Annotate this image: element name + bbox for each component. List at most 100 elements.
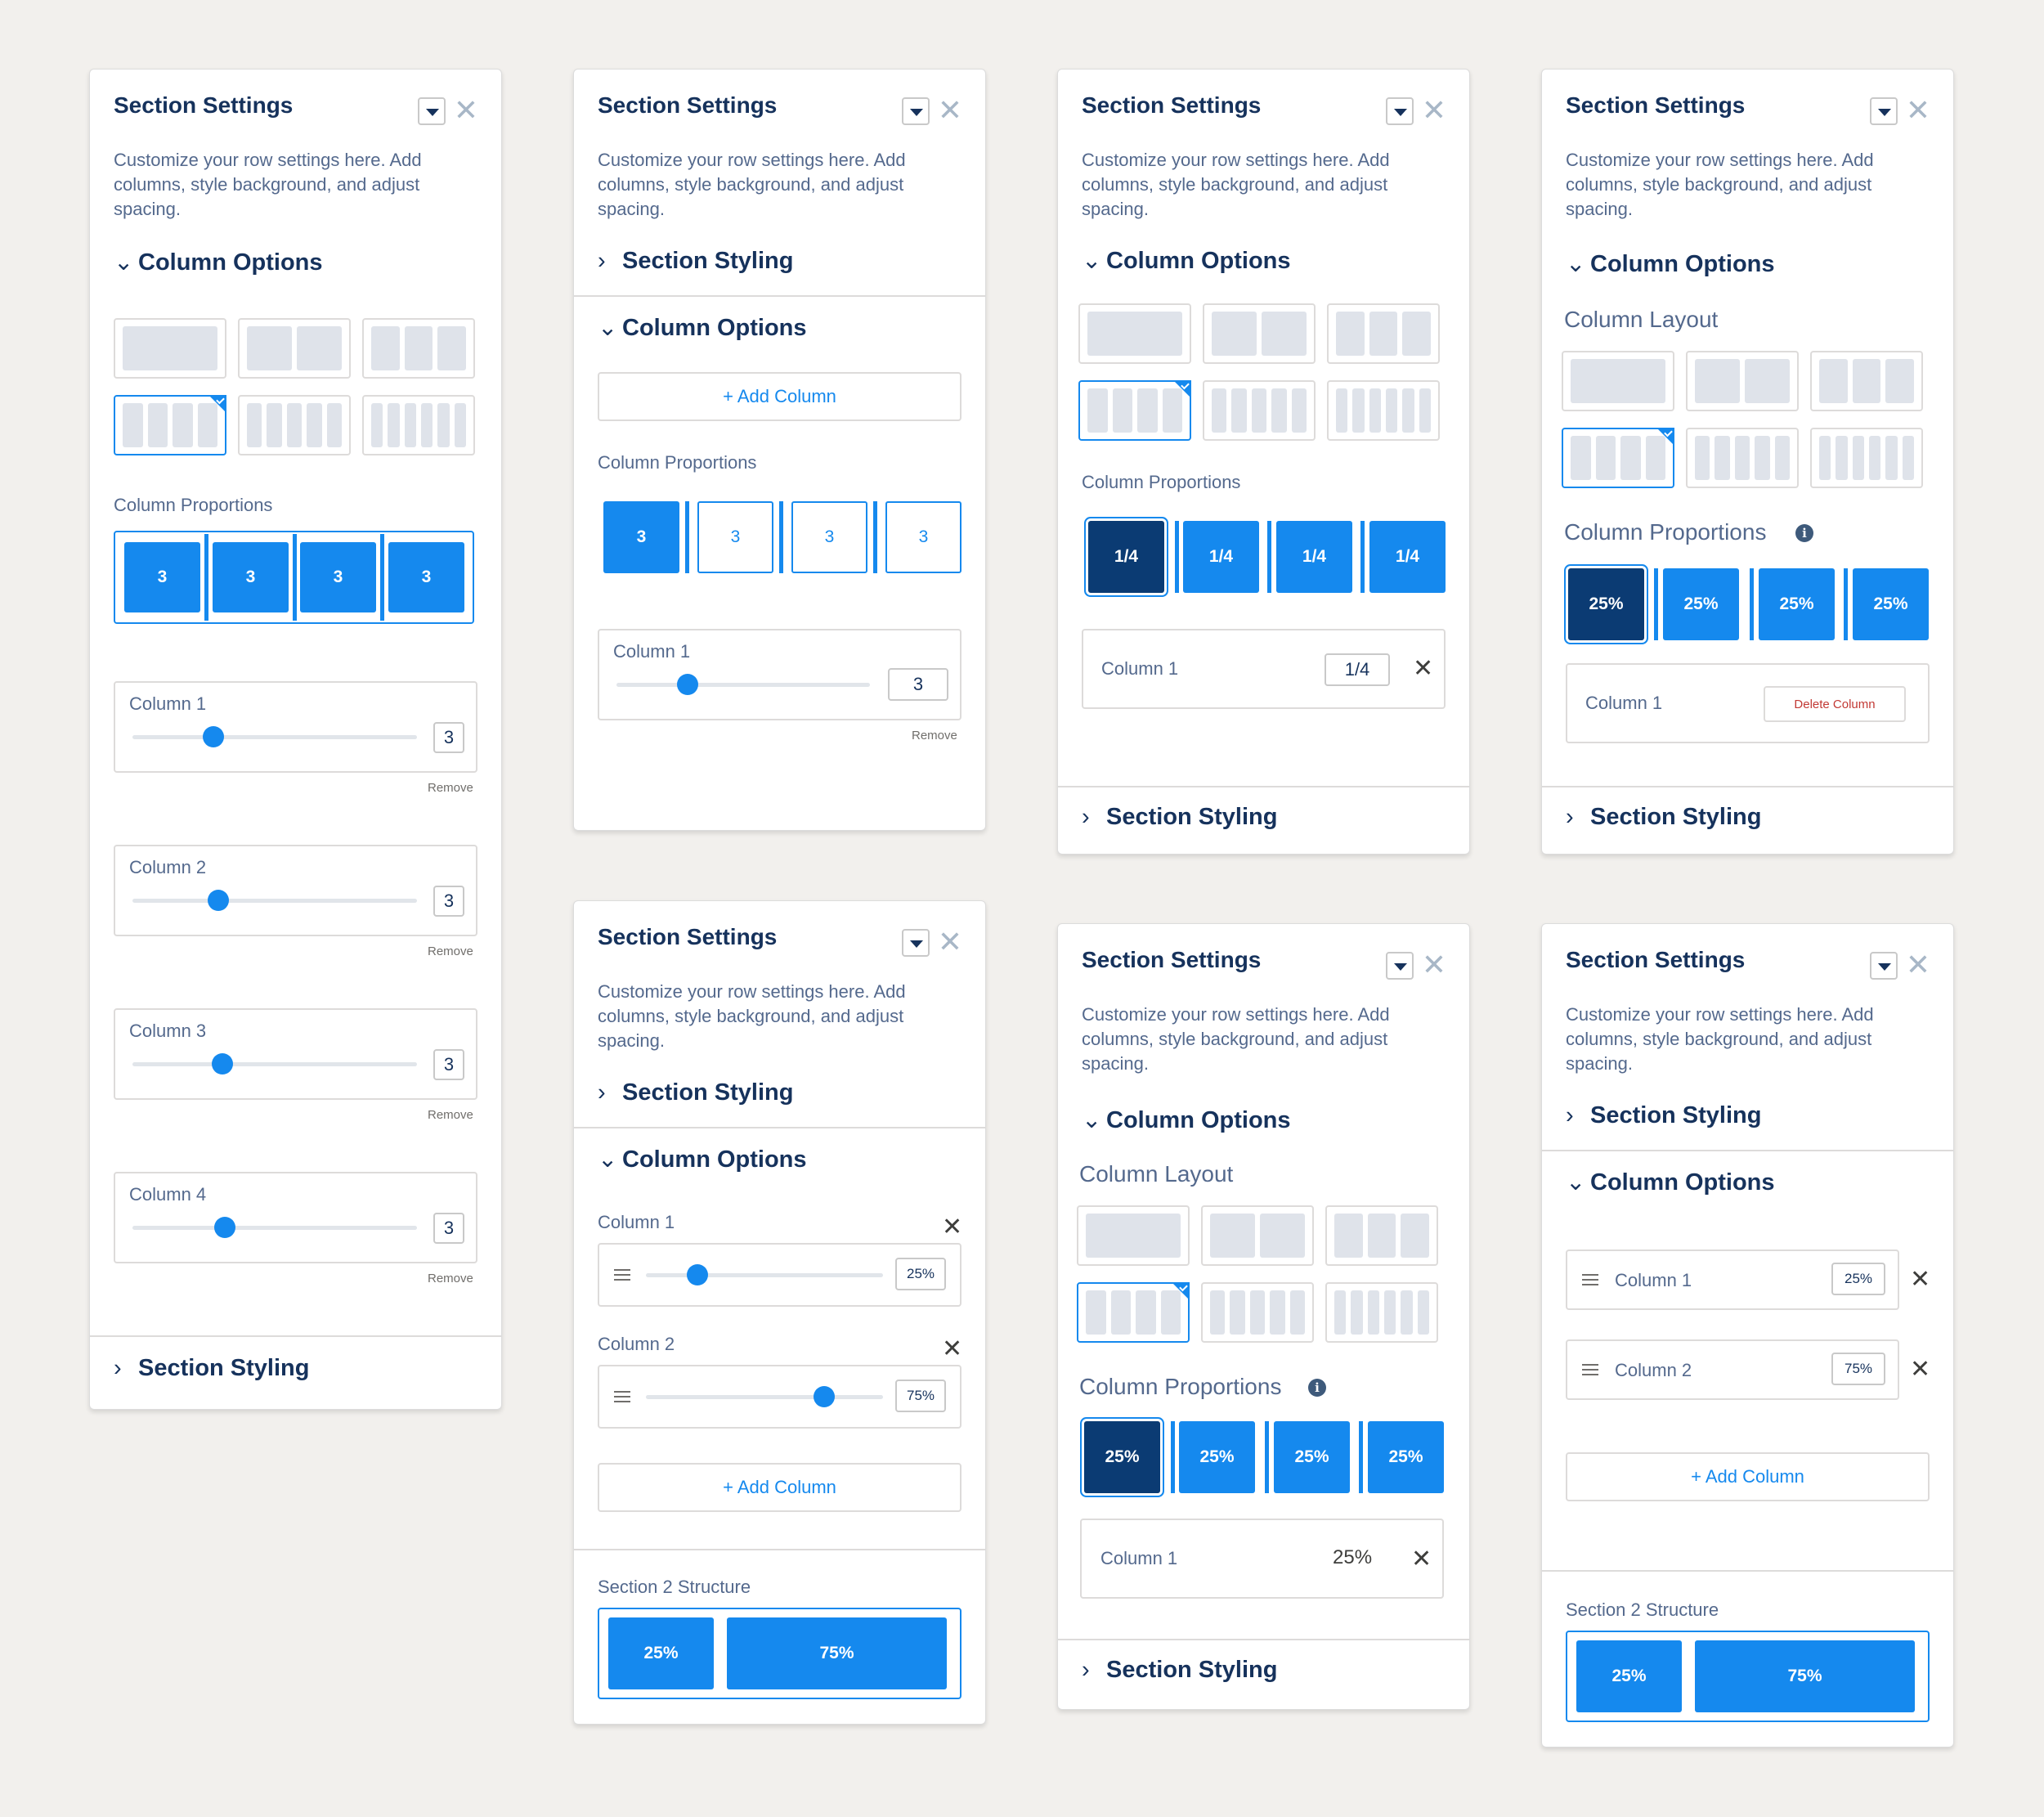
proportion-button[interactable]: 3 <box>885 501 961 573</box>
add-column-button[interactable]: + Add Column <box>598 372 961 421</box>
proportion-button[interactable]: 25% <box>1853 568 1929 640</box>
proportion-divider[interactable] <box>1359 1421 1363 1493</box>
drag-handle-icon[interactable] <box>614 1391 630 1402</box>
layout-option-2-col[interactable] <box>238 318 351 379</box>
proportion-button[interactable]: 3 <box>697 501 773 573</box>
delete-column-button[interactable]: Delete Column <box>1764 686 1906 722</box>
slider-handle[interactable] <box>208 890 229 911</box>
proportion-divider[interactable] <box>293 534 297 621</box>
proportion-button[interactable]: 3 <box>791 501 867 573</box>
proportion-button[interactable]: 25% <box>1368 1421 1444 1493</box>
column-value-input[interactable]: 3 <box>433 886 464 917</box>
section-styling-header[interactable]: › Section Styling <box>598 248 793 275</box>
close-icon[interactable]: ✕ <box>1413 655 1434 682</box>
column-options-header[interactable]: ⌄ Column Options <box>114 248 323 276</box>
proportion-divider[interactable] <box>1750 568 1754 640</box>
column-options-header[interactable]: ⌄ Column Options <box>1082 246 1291 275</box>
proportion-divider[interactable] <box>380 534 384 621</box>
layout-option-6-col[interactable] <box>1810 428 1923 488</box>
close-icon[interactable]: ✕ <box>1411 1546 1432 1572</box>
proportion-button[interactable]: 25% <box>1663 568 1739 640</box>
proportion-button[interactable]: 1/4 <box>1276 521 1352 593</box>
layout-option-4-col[interactable] <box>1562 428 1674 488</box>
column-slider[interactable] <box>646 1273 883 1277</box>
column-value-input[interactable]: 1/4 <box>1325 653 1390 686</box>
proportion-button[interactable]: 1/4 <box>1088 521 1164 593</box>
proportion-button[interactable]: 3 <box>213 542 289 612</box>
info-icon[interactable]: i <box>1795 524 1813 542</box>
section-styling-header[interactable]: › Section Styling <box>598 1079 793 1106</box>
remove-link[interactable]: Remove <box>428 1108 473 1122</box>
layout-option-4-col[interactable] <box>1078 380 1191 441</box>
layout-option-5-col[interactable] <box>238 395 351 455</box>
close-icon[interactable]: ✕ <box>1910 1266 1931 1293</box>
layout-option-2-col[interactable] <box>1201 1205 1314 1266</box>
structure-block[interactable]: 75% <box>1695 1640 1915 1712</box>
layout-option-3-col[interactable] <box>1325 1205 1438 1266</box>
dropdown-icon[interactable] <box>1386 97 1414 125</box>
slider-handle[interactable] <box>677 674 698 695</box>
section-styling-header[interactable]: › Section Styling <box>1566 804 1761 831</box>
close-icon[interactable]: ✕ <box>942 1335 963 1362</box>
proportion-button[interactable]: 25% <box>1568 568 1644 640</box>
layout-option-5-col[interactable] <box>1203 380 1316 441</box>
close-icon[interactable]: ✕ <box>1905 948 1930 981</box>
structure-block[interactable]: 25% <box>1576 1640 1682 1712</box>
layout-option-2-col[interactable] <box>1203 303 1316 364</box>
proportion-divider[interactable] <box>204 534 208 621</box>
column-value-input[interactable]: 25% <box>895 1258 946 1290</box>
proportion-divider[interactable] <box>685 501 689 573</box>
proportion-button[interactable]: 25% <box>1084 1421 1160 1493</box>
dropdown-icon[interactable] <box>418 97 446 125</box>
slider-handle[interactable] <box>203 726 224 747</box>
column-value-input[interactable]: 75% <box>895 1380 946 1412</box>
proportion-divider[interactable] <box>873 501 877 573</box>
proportion-button[interactable]: 25% <box>1274 1421 1350 1493</box>
layout-option-3-col[interactable] <box>1810 351 1923 411</box>
dropdown-icon[interactable] <box>902 97 930 125</box>
layout-option-1-col[interactable] <box>1562 351 1674 411</box>
column-value-input[interactable]: 3 <box>433 1049 464 1080</box>
proportion-button[interactable]: 3 <box>124 542 200 612</box>
proportion-divider[interactable] <box>1267 521 1271 593</box>
proportion-divider[interactable] <box>1654 568 1658 640</box>
column-options-header[interactable]: ⌄ Column Options <box>598 1145 807 1173</box>
proportion-button[interactable]: 3 <box>388 542 464 612</box>
proportion-button[interactable]: 25% <box>1179 1421 1255 1493</box>
add-column-button[interactable]: + Add Column <box>598 1463 961 1512</box>
remove-link[interactable]: Remove <box>428 781 473 795</box>
slider-handle[interactable] <box>214 1217 235 1238</box>
column-slider[interactable] <box>132 899 417 903</box>
layout-option-6-col[interactable] <box>1327 380 1440 441</box>
column-slider[interactable] <box>616 683 870 687</box>
column-slider[interactable] <box>646 1395 883 1399</box>
dropdown-icon[interactable] <box>1386 952 1414 980</box>
layout-option-3-col[interactable] <box>362 318 475 379</box>
close-icon[interactable]: ✕ <box>937 925 962 958</box>
remove-link[interactable]: Remove <box>428 1272 473 1285</box>
column-options-header[interactable]: ⌄ Column Options <box>1566 249 1775 278</box>
proportion-divider[interactable] <box>1171 1421 1175 1493</box>
close-icon[interactable]: ✕ <box>1421 948 1446 981</box>
remove-link[interactable]: Remove <box>428 944 473 958</box>
close-icon[interactable]: ✕ <box>1905 93 1930 127</box>
proportion-divider[interactable] <box>1175 521 1179 593</box>
section-styling-header[interactable]: › Section Styling <box>1082 1657 1277 1684</box>
close-icon[interactable]: ✕ <box>453 93 478 127</box>
drag-handle-icon[interactable] <box>1582 1364 1598 1375</box>
dropdown-icon[interactable] <box>902 929 930 957</box>
column-slider[interactable] <box>132 735 417 739</box>
layout-option-4-col[interactable] <box>114 395 226 455</box>
proportion-divider[interactable] <box>1360 521 1365 593</box>
info-icon[interactable]: i <box>1308 1379 1326 1397</box>
proportion-button[interactable]: 1/4 <box>1183 521 1259 593</box>
slider-handle[interactable] <box>687 1264 708 1285</box>
layout-option-1-col[interactable] <box>1077 1205 1190 1266</box>
column-value-input[interactable]: 3 <box>433 1213 464 1244</box>
proportion-divider[interactable] <box>779 501 783 573</box>
proportion-divider[interactable] <box>1844 568 1848 640</box>
layout-option-6-col[interactable] <box>1325 1282 1438 1343</box>
layout-option-2-col[interactable] <box>1686 351 1799 411</box>
drag-handle-icon[interactable] <box>1582 1274 1598 1285</box>
layout-option-5-col[interactable] <box>1201 1282 1314 1343</box>
